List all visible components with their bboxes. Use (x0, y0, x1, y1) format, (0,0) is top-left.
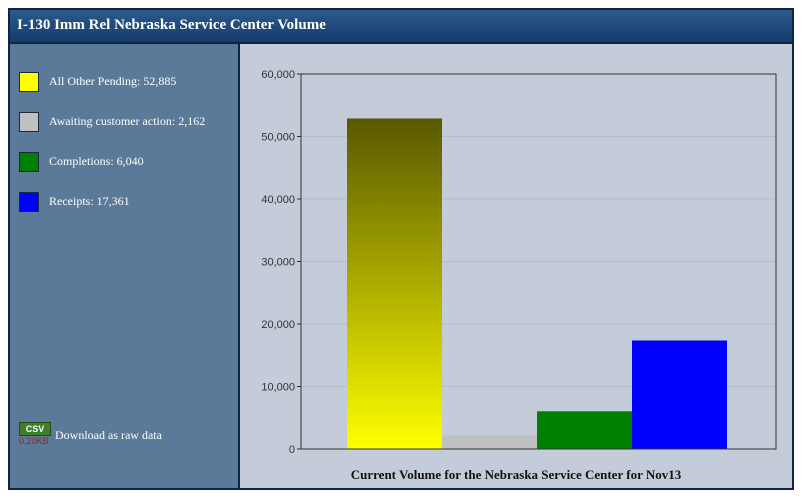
download-raw-data-link[interactable]: CSV 0.20KB Download as raw data (19, 422, 219, 452)
csv-file-icon[interactable]: CSV (19, 422, 51, 436)
legend-label: All Other Pending: 52,885 (49, 74, 177, 88)
y-tick-label: 20,000 (261, 319, 295, 331)
legend-label: Completions: 6,040 (49, 154, 144, 168)
y-tick-label: 10,000 (261, 382, 295, 394)
y-tick-label: 60,000 (261, 69, 295, 81)
chart-window-title: I-130 Imm Rel Nebraska Service Center Vo… (17, 17, 326, 33)
bar-completions (537, 411, 632, 449)
bar-awaiting-customer-action (442, 435, 537, 449)
legend-swatch (19, 72, 39, 92)
chart-window: I-130 Imm Rel Nebraska Service Center Vo… (8, 8, 794, 490)
legend-label: Awaiting customer action: 2,162 (49, 114, 206, 128)
bar-chart: 0 10,000 20,000 30,000 40,000 50,000 60,000 (261, 69, 777, 456)
bar-all-other-pending (347, 118, 442, 449)
chart-caption: Current Volume for the Nebraska Service … (350, 467, 682, 482)
legend-swatch (19, 192, 39, 212)
csv-file-size: 0.20KB (19, 436, 49, 446)
y-tick-label: 50,000 (261, 132, 295, 144)
bar-receipts (632, 340, 727, 449)
plot-area: 0 10,000 20,000 30,000 40,000 50,000 60,000 Cu… (240, 44, 792, 488)
title-bar: I-130 Imm Rel Nebraska Service Center Vo… (10, 10, 792, 44)
y-tick-label: 0 (289, 444, 295, 456)
y-tick-label: 30,000 (261, 257, 295, 269)
legend-panel: All Other Pending: 52,885 Awaiting custo… (10, 44, 240, 488)
legend-label: Receipts: 17,361 (49, 194, 130, 208)
y-tick-label: 40,000 (261, 194, 295, 206)
download-label[interactable]: Download as raw data (55, 428, 162, 442)
legend-swatch (19, 152, 39, 172)
legend-swatch (19, 112, 39, 132)
